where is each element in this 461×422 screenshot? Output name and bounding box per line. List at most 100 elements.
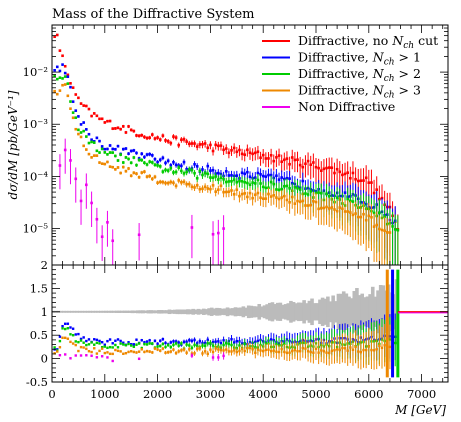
data-point bbox=[264, 186, 268, 190]
data-point bbox=[166, 159, 170, 163]
data-point bbox=[346, 210, 349, 213]
ratio-point bbox=[127, 342, 130, 346]
data-point bbox=[290, 195, 294, 199]
ratio-point bbox=[190, 354, 194, 357]
data-point bbox=[211, 149, 215, 153]
data-point bbox=[174, 170, 178, 174]
ratio-point bbox=[143, 341, 146, 344]
ratio-point bbox=[201, 352, 204, 355]
data-point bbox=[66, 94, 70, 98]
ratio-uncertainty-bar bbox=[352, 291, 357, 333]
data-point bbox=[153, 137, 157, 140]
data-point bbox=[364, 176, 368, 180]
data-point bbox=[201, 173, 204, 177]
data-point bbox=[90, 138, 93, 141]
ratio-point bbox=[79, 339, 83, 342]
ratio-uncertainty-bar bbox=[283, 304, 288, 320]
ratio-point bbox=[106, 346, 109, 350]
ratio-point bbox=[140, 348, 143, 351]
data-point bbox=[119, 127, 122, 131]
data-point bbox=[90, 201, 93, 205]
ratio-uncertainty-bar bbox=[183, 309, 188, 315]
data-point bbox=[335, 209, 339, 213]
data-point bbox=[230, 179, 233, 183]
data-point bbox=[53, 74, 56, 78]
data-point bbox=[114, 154, 117, 158]
ratio-point bbox=[137, 357, 141, 360]
ratio-uncertainty-bar bbox=[72, 310, 77, 313]
data-point bbox=[90, 114, 93, 118]
ratio-point bbox=[351, 348, 355, 352]
ratio-point bbox=[108, 338, 112, 341]
ratio-point bbox=[127, 341, 130, 344]
ratio-point bbox=[235, 339, 238, 343]
data-point bbox=[161, 156, 165, 160]
ratio-uncertainty-bar bbox=[120, 310, 124, 313]
ratio-uncertainty-bar bbox=[262, 305, 267, 319]
data-point bbox=[85, 135, 88, 138]
ratio-uncertainty-bar bbox=[101, 310, 106, 313]
data-point bbox=[177, 143, 181, 147]
data-point bbox=[338, 170, 342, 174]
data-point bbox=[375, 188, 379, 191]
data-point bbox=[277, 197, 281, 201]
ratio-uncertainty-bar bbox=[154, 310, 159, 314]
ratio-point bbox=[77, 332, 80, 336]
ratio-uncertainty-bar bbox=[170, 309, 174, 314]
ratio-uncertainty-bar bbox=[59, 310, 64, 313]
series-4-ratio-markers bbox=[58, 352, 225, 363]
data-point bbox=[198, 169, 202, 173]
ratio-point bbox=[100, 346, 104, 349]
data-point bbox=[127, 167, 130, 170]
ratio-point bbox=[301, 346, 304, 350]
data-point bbox=[222, 148, 225, 152]
data-point bbox=[288, 177, 291, 180]
data-point bbox=[298, 188, 302, 191]
data-point bbox=[227, 151, 231, 155]
ratio-point bbox=[375, 348, 378, 351]
data-point bbox=[304, 192, 307, 195]
data-point bbox=[174, 136, 178, 139]
ratio-point bbox=[206, 352, 209, 356]
data-point bbox=[372, 191, 376, 195]
data-point bbox=[383, 215, 386, 218]
data-point bbox=[325, 205, 328, 209]
ratio-point bbox=[85, 354, 88, 357]
ratio-point bbox=[190, 339, 194, 343]
data-point bbox=[330, 206, 334, 209]
ratio-uncertainty-bar bbox=[331, 295, 335, 329]
data-point bbox=[372, 211, 376, 215]
data-point bbox=[301, 199, 305, 203]
ratio-point bbox=[177, 341, 180, 344]
ratio-point bbox=[53, 352, 56, 355]
ratio-point bbox=[383, 344, 386, 347]
data-point bbox=[304, 162, 307, 166]
ratio-point bbox=[164, 345, 167, 349]
ratio-point bbox=[203, 350, 207, 353]
data-point bbox=[151, 161, 154, 164]
data-point bbox=[312, 199, 315, 203]
ratio-uncertainty-bar bbox=[186, 309, 190, 315]
data-point bbox=[151, 177, 154, 181]
data-point bbox=[114, 127, 117, 130]
ratio-point bbox=[222, 349, 225, 352]
ratio-point bbox=[95, 352, 99, 355]
ratio-uncertainty-bar bbox=[75, 310, 79, 313]
ratio-point bbox=[264, 348, 268, 352]
data-point bbox=[288, 186, 291, 190]
data-point bbox=[301, 165, 305, 169]
ratio-uncertainty-bar bbox=[363, 297, 367, 327]
data-point bbox=[383, 229, 386, 232]
data-point bbox=[217, 188, 220, 191]
data-point bbox=[317, 166, 320, 170]
data-point bbox=[90, 156, 93, 159]
data-point bbox=[235, 180, 239, 184]
ratio-uncertainty-bar bbox=[238, 307, 243, 317]
data-point bbox=[108, 144, 112, 147]
data-point bbox=[69, 107, 72, 110]
ratio-uncertainty-bar bbox=[93, 310, 98, 313]
ratio-point bbox=[364, 348, 368, 352]
ratio-uncertainty-bar bbox=[273, 304, 277, 320]
data-point bbox=[77, 96, 80, 100]
